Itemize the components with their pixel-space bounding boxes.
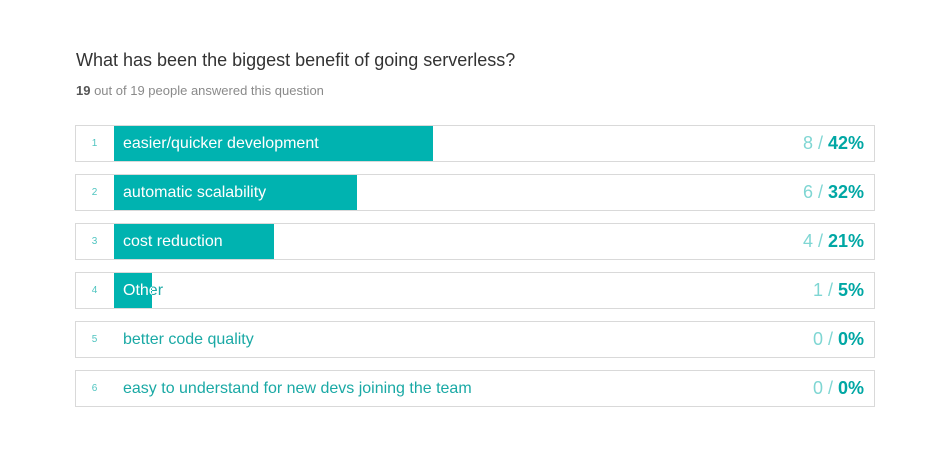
answer-label-highlight-clip: Other [114, 273, 152, 308]
answer-label-highlight: easier/quicker development [123, 135, 319, 152]
bar-track [114, 224, 874, 259]
answer-list: 1 easier/quicker development easier/quic… [75, 125, 875, 419]
answer-label: Other [123, 282, 164, 299]
answer-rank: 2 [91, 187, 98, 198]
answer-percent: 5% [837, 280, 864, 300]
answer-count: 4 [802, 231, 813, 251]
answer-label-highlight-clip: cost reduction [114, 224, 274, 259]
answer-percent: 32% [827, 182, 864, 202]
answered-suffix: out of 19 people answered this question [90, 83, 324, 98]
answer-row[interactable]: 5 better code quality better code qualit… [75, 321, 875, 358]
answer-result: 0 / 0% [812, 329, 864, 349]
answer-label-highlight: Other [123, 282, 152, 299]
answer-label: better code quality [123, 331, 254, 348]
answer-label: easier/quicker development [123, 135, 319, 152]
answer-percent: 21% [827, 231, 864, 251]
bar-fill [114, 273, 152, 308]
answer-row[interactable]: 4 Other Other 1 / 5% [75, 272, 875, 309]
answer-label-highlight: automatic scalability [123, 184, 267, 201]
answer-row[interactable]: 6 easy to understand for new devs joinin… [75, 370, 875, 407]
answer-result: 1 / 5% [812, 280, 864, 300]
answer-rank: 3 [91, 236, 98, 247]
answer-rank: 1 [91, 138, 98, 149]
answer-label-highlight-clip: easier/quicker development [114, 126, 433, 161]
answer-label: easy to understand for new devs joining … [123, 380, 472, 397]
answer-label: cost reduction [123, 233, 223, 250]
bar-track [114, 175, 874, 210]
bar-fill [114, 224, 274, 259]
answer-row[interactable]: 2 automatic scalability automatic scalab… [75, 174, 875, 211]
answered-summary: 19 out of 19 people answered this questi… [76, 83, 324, 98]
answer-rank: 4 [91, 285, 98, 296]
answer-percent: 0% [837, 378, 864, 398]
answer-label: automatic scalability [123, 184, 267, 201]
bar-fill [114, 175, 357, 210]
answered-count: 19 [76, 83, 91, 98]
bar-track [114, 273, 874, 308]
answer-count: 6 [802, 182, 813, 202]
answer-label-highlight-clip: automatic scalability [114, 175, 357, 210]
answer-result: 4 / 21% [802, 231, 864, 251]
answer-count: 1 [812, 280, 823, 300]
answer-percent: 0% [837, 329, 864, 349]
bar-track [114, 126, 874, 161]
answer-rank: 5 [91, 334, 98, 345]
answer-row[interactable]: 1 easier/quicker development easier/quic… [75, 125, 875, 162]
answer-result: 6 / 32% [802, 182, 864, 202]
answer-count: 0 [812, 329, 823, 349]
answer-rank: 6 [91, 383, 98, 394]
bar-fill [114, 126, 433, 161]
answer-row[interactable]: 3 cost reduction cost reduction 4 / 21% [75, 223, 875, 260]
answer-percent: 42% [827, 133, 864, 153]
answer-label-highlight: cost reduction [123, 233, 223, 250]
answer-count: 8 [802, 133, 813, 153]
answer-count: 0 [812, 378, 823, 398]
answer-result: 8 / 42% [802, 133, 864, 153]
answer-result: 0 / 0% [812, 378, 864, 398]
question-title: What has been the biggest benefit of goi… [76, 50, 516, 70]
